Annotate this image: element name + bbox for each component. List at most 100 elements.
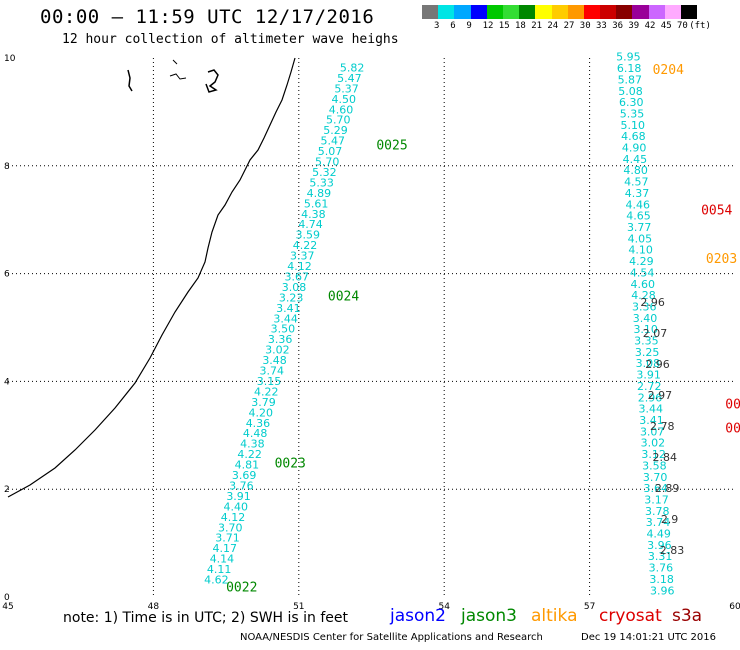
wave-height-value: 4.60 (329, 103, 354, 116)
wave-height-value: 3.40 (633, 312, 658, 325)
wave-height-value: 3.91 (636, 369, 661, 382)
y-tick-label: 4 (4, 377, 10, 387)
wave-height-value: 3.17 (644, 493, 669, 506)
scale-label: 39 (628, 21, 640, 31)
scale-swatch (551, 5, 568, 19)
wave-height-value: 2.96 (638, 391, 663, 404)
wave-height-value: 2.97 (648, 389, 673, 402)
wave-height-value: 5.32 (312, 166, 337, 179)
wave-height-value: 3.41 (276, 302, 301, 315)
wave-height-value: 3.36 (632, 300, 657, 313)
wave-height-value: 5.87 (618, 73, 643, 86)
scale-label: 70 (677, 21, 688, 31)
wave-height-value: 3.44 (273, 312, 298, 325)
scale-swatch (583, 5, 601, 19)
scale-swatch (600, 5, 617, 19)
timestamp-text: Dec 19 14:01:21 UTC 2016 (581, 632, 716, 643)
wave-height-value: 3.67 (284, 270, 309, 283)
wave-height-value: 5.08 (618, 85, 643, 98)
wave-height-value: 4.12 (221, 511, 246, 524)
scale-swatch (486, 5, 503, 19)
wave-height-value: 4.62 (204, 574, 229, 587)
wave-height-value: 4.81 (235, 459, 260, 472)
pass-label: 0203 (706, 252, 737, 267)
wave-height-value: 3.08 (282, 281, 307, 294)
legend-item-jason3: jason3 (461, 606, 517, 626)
wave-height-value: 2.96 (645, 358, 670, 371)
scale-swatch (470, 5, 487, 19)
y-tick-label: 10 (4, 54, 16, 64)
wave-height-value: 4.40 (224, 500, 249, 513)
scale-swatch (681, 5, 698, 19)
wave-height-value: 4.10 (628, 244, 653, 257)
wave-height-value: 3.58 (642, 459, 667, 472)
pass-label: 00 (725, 397, 740, 412)
wave-height-value: 3.96 (650, 584, 675, 597)
wave-height-value: 4.36 (246, 417, 271, 430)
scale-label: 36 (612, 21, 624, 31)
wave-height-value: 4.20 (248, 406, 273, 419)
wave-height-value: 3.35 (634, 335, 659, 348)
wave-height-value: 3.02 (641, 437, 666, 450)
scale-swatch (664, 5, 681, 19)
satellite-tracks: 4.624.114.144.173.713.704.124.403.913.76… (204, 51, 684, 598)
wave-height-value: 3.69 (232, 469, 257, 482)
wave-height-value: 3.02 (265, 344, 290, 357)
wave-height-value: 3.10 (633, 323, 658, 336)
wave-height-value: 3.79 (251, 396, 276, 409)
wave-height-value: 2.84 (652, 451, 677, 464)
wave-height-value: 5.07 (318, 145, 343, 158)
island-shape (169, 73, 187, 80)
color-scale-bar (422, 5, 698, 19)
wave-height-value: 3.76 (649, 562, 674, 575)
y-tick-label: 0 (4, 593, 10, 603)
wave-height-value: 3.74 (260, 365, 285, 378)
wave-height-value: 4.14 (210, 553, 235, 566)
wave-height-value: 3.44 (639, 403, 664, 416)
x-tick-label: 57 (584, 602, 595, 612)
scale-swatch (567, 5, 584, 19)
wave-height-value: 6.30 (619, 96, 644, 109)
wave-height-value: 4.54 (630, 266, 655, 279)
x-tick-label: 60 (729, 602, 740, 612)
wave-height-value: 3.23 (279, 291, 304, 304)
credit-text: NOAA/NESDIS Center for Satellite Applica… (240, 632, 543, 643)
map-title: 00:00 – 11:59 UTC 12/17/2016 (40, 6, 375, 28)
wave-height-value: 3.08 (636, 357, 661, 370)
scale-swatch (632, 5, 649, 19)
wave-height-value: 4.90 (622, 142, 647, 155)
wave-height-value: 2.78 (650, 420, 675, 433)
scale-label: 15 (498, 21, 510, 31)
scale-label: 42 (644, 21, 656, 31)
wave-height-value: 3.15 (257, 375, 282, 388)
coastline-path (7, 57, 296, 498)
wave-height-value: 2.9 (661, 513, 679, 526)
wave-height-value: 3.78 (645, 505, 670, 518)
wave-height-value: 2.96 (640, 296, 665, 309)
wave-height-value: 3.36 (268, 333, 293, 346)
wave-height-value: 5.70 (315, 156, 340, 169)
pass-label: 0025 (376, 139, 407, 154)
wave-height-value: 2.72 (637, 380, 662, 393)
wave-height-value: 4.80 (623, 164, 648, 177)
pass-label: 0023 (275, 457, 306, 472)
island-shape (172, 59, 178, 65)
wave-height-value: 4.74 (298, 218, 323, 231)
wave-height-value: 3.77 (627, 221, 652, 234)
pass-labels: 0022 0023 0024 0025 0204 0203 0054 00 00 (226, 63, 740, 595)
scale-label: 9 (466, 21, 472, 31)
scale-swatch (535, 5, 552, 19)
wave-height-value: 3.70 (218, 521, 243, 534)
wave-height-value: 4.89 (307, 187, 332, 200)
legend-item-jason2: jason2 (390, 606, 446, 626)
coastline (7, 57, 296, 498)
scale-swatch (422, 5, 439, 19)
scale-label: 12 (482, 21, 494, 31)
wave-height-value: 3.31 (648, 550, 673, 563)
wave-height-value: 4.17 (212, 542, 237, 555)
wave-height-value: 3.71 (215, 532, 240, 545)
pass-label: 0022 (226, 581, 257, 596)
wave-height-value: 3.64 (644, 482, 669, 495)
wave-height-value: 5.35 (620, 107, 645, 120)
